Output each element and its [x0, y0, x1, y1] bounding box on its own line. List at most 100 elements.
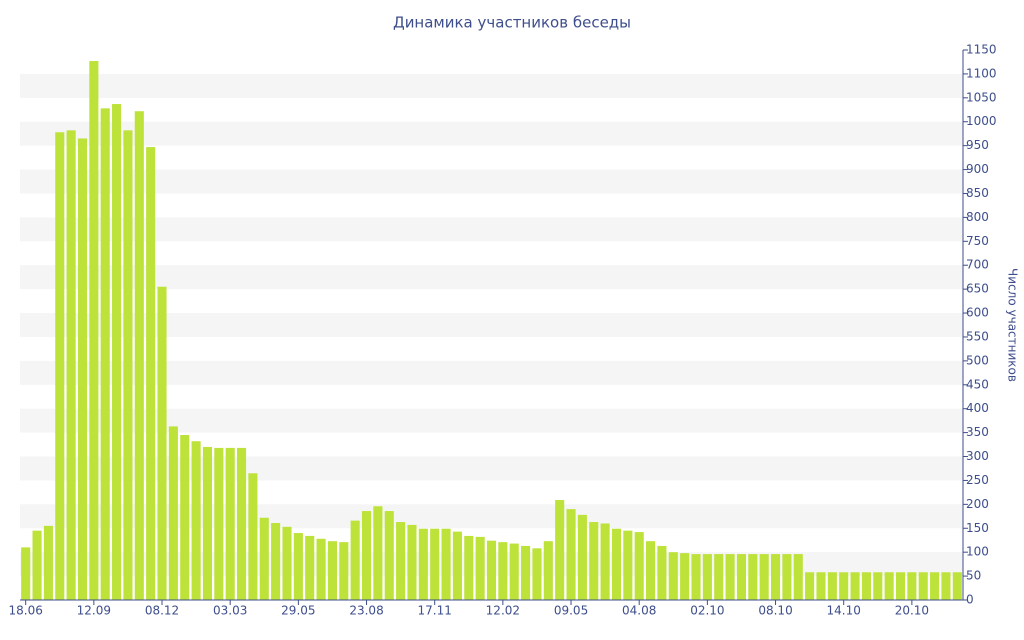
bar — [373, 506, 383, 600]
bar — [532, 548, 542, 600]
bar — [293, 533, 303, 600]
bar — [361, 511, 372, 600]
y-axis-title: Число участников — [1006, 268, 1020, 382]
grid-band — [20, 217, 963, 242]
y-tick-label: 350 — [966, 425, 989, 439]
bar — [339, 542, 349, 600]
bar — [123, 130, 133, 600]
y-tick-label: 300 — [966, 449, 989, 463]
grid-band — [20, 265, 963, 290]
y-tick-label: 950 — [966, 138, 989, 152]
grid-band — [20, 121, 963, 146]
y-tick-label: 600 — [966, 306, 989, 320]
bar — [77, 138, 88, 600]
bar — [952, 572, 962, 600]
bar — [577, 514, 587, 600]
bar — [486, 540, 497, 600]
bar — [782, 554, 792, 600]
bar — [589, 522, 599, 600]
bar — [555, 500, 565, 600]
bar — [134, 111, 144, 600]
bar — [418, 528, 428, 600]
bar — [407, 524, 417, 600]
y-tick-label: 1150 — [966, 43, 997, 57]
bar — [498, 542, 508, 600]
bar — [623, 530, 633, 600]
bar — [805, 572, 815, 600]
y-tick-label: 250 — [966, 473, 989, 487]
bar — [248, 473, 258, 600]
bar — [202, 446, 213, 600]
bar — [634, 532, 644, 600]
grid-band — [20, 360, 963, 385]
bar — [271, 523, 281, 600]
bar — [21, 547, 31, 600]
bar — [327, 541, 337, 600]
bar — [509, 543, 519, 600]
y-tick-label: 0 — [966, 593, 974, 607]
y-tick-label: 150 — [966, 521, 989, 535]
y-tick-label: 1000 — [966, 114, 997, 128]
bar — [543, 541, 553, 600]
grid-band — [20, 73, 963, 98]
bar — [816, 572, 826, 600]
bar — [112, 104, 122, 600]
y-tick-label: 650 — [966, 282, 989, 296]
x-tick-label: 20.10 — [895, 604, 929, 618]
bar — [396, 522, 406, 600]
x-tick-label: 29.05 — [281, 604, 315, 618]
bar — [918, 572, 928, 600]
bar — [55, 132, 65, 600]
bar — [600, 523, 610, 600]
bar — [305, 535, 315, 600]
y-tick-label: 700 — [966, 258, 989, 272]
bar — [827, 572, 837, 600]
bar — [441, 528, 451, 600]
bar — [930, 572, 940, 600]
bar — [89, 61, 99, 600]
bar — [668, 552, 678, 600]
bar — [191, 441, 201, 600]
x-tick-label: 18.06 — [9, 604, 43, 618]
y-tick-label: 800 — [966, 210, 989, 224]
y-tick-label: 50 — [966, 569, 981, 583]
x-tick-label: 09.05 — [554, 604, 588, 618]
x-tick-label: 04.08 — [622, 604, 656, 618]
bar — [839, 572, 849, 600]
bar — [770, 554, 781, 600]
y-tick-label: 850 — [966, 186, 989, 200]
y-tick-label: 100 — [966, 545, 989, 559]
x-tick-label: 17.11 — [418, 604, 452, 618]
grid-band — [20, 408, 963, 433]
bar — [384, 511, 394, 600]
x-tick-label: 08.12 — [145, 604, 179, 618]
y-tick-label: 500 — [966, 353, 989, 367]
bar — [702, 554, 712, 600]
bar — [657, 545, 667, 600]
bar — [793, 554, 803, 600]
bar — [611, 528, 622, 600]
bar — [430, 528, 440, 600]
bar — [475, 536, 485, 600]
y-tick-label: 750 — [966, 234, 989, 248]
y-tick-label: 200 — [966, 497, 989, 511]
bar — [464, 535, 474, 600]
bar — [225, 447, 235, 600]
bar — [146, 147, 156, 600]
y-tick-label: 1050 — [966, 90, 997, 104]
bar — [566, 509, 576, 600]
bar — [452, 531, 462, 600]
chart-title: Динамика участников беседы — [393, 14, 631, 32]
bar — [895, 572, 906, 600]
bar — [66, 130, 76, 600]
x-tick-label: 08.10 — [758, 604, 792, 618]
x-tick-label: 02.10 — [690, 604, 724, 618]
bar — [850, 572, 860, 600]
bar — [316, 538, 326, 600]
bar — [680, 553, 690, 600]
bar — [941, 572, 951, 600]
bar — [907, 572, 917, 600]
bar — [691, 554, 701, 600]
bar — [759, 554, 769, 600]
